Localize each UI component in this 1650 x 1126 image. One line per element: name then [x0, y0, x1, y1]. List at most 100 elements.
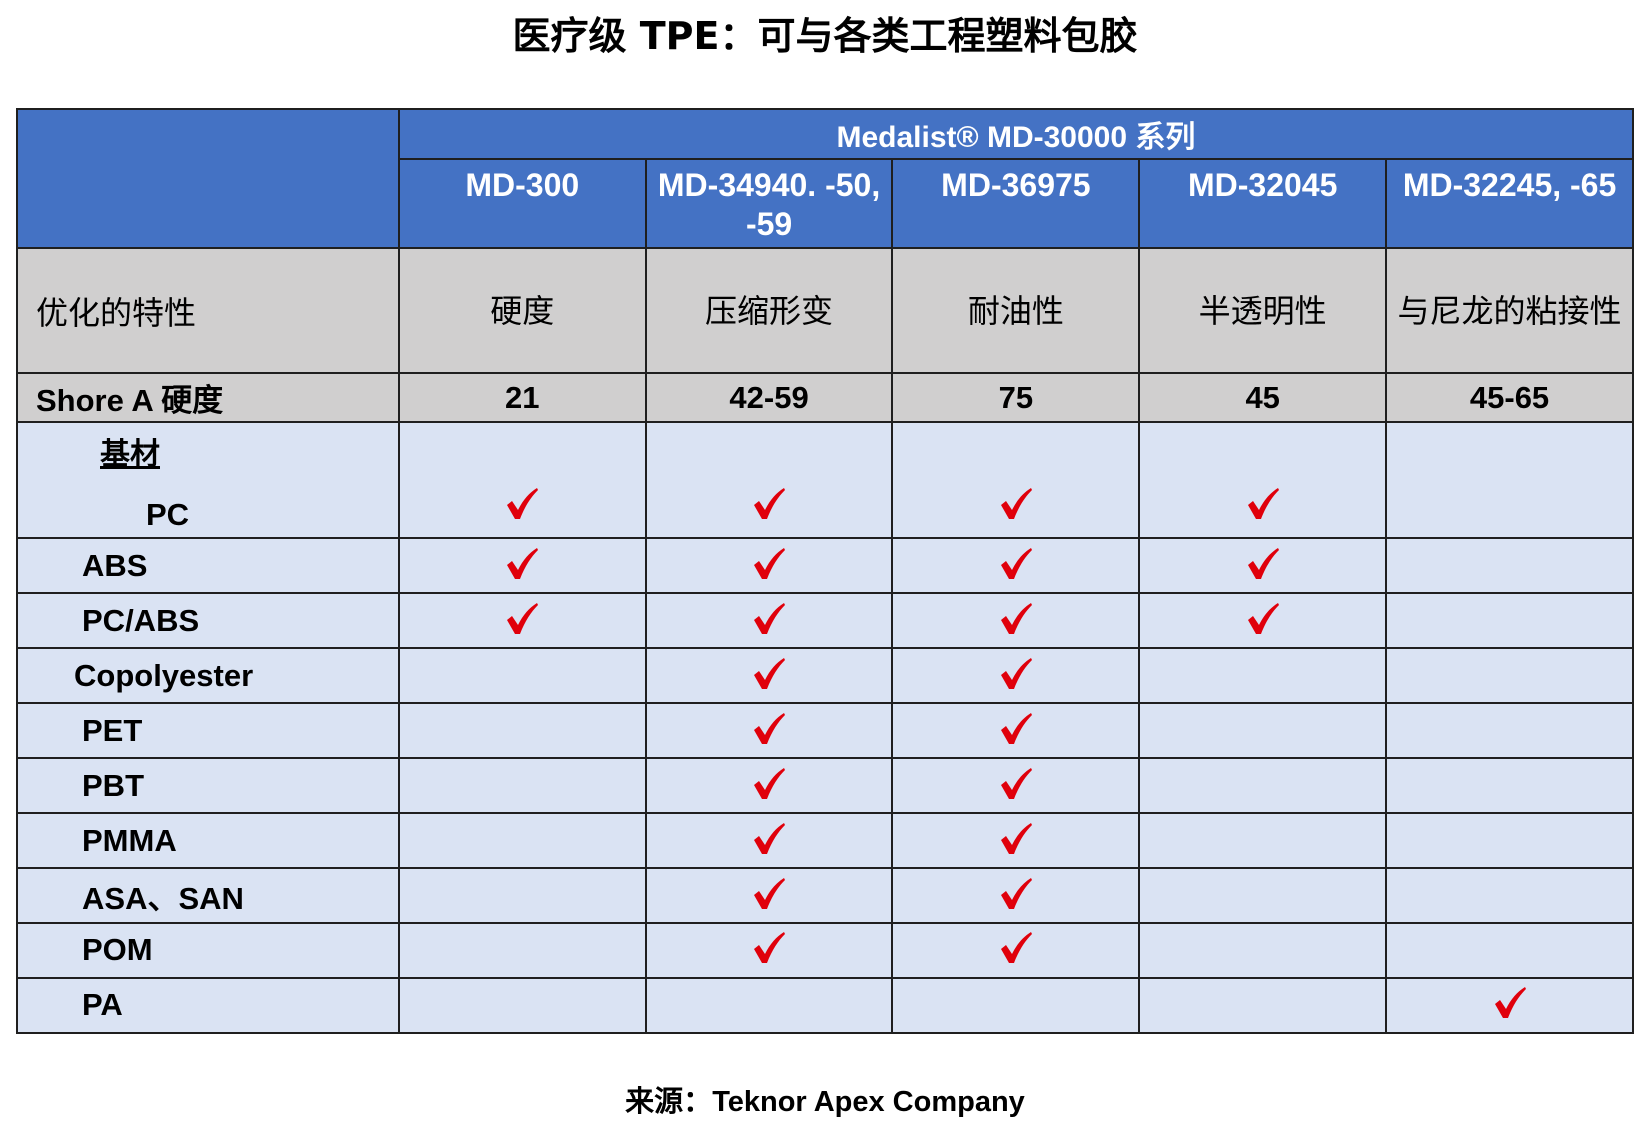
compatibility-cell — [891, 702, 1141, 760]
substrate-name: PBT — [82, 767, 144, 803]
substrate-row: PET — [16, 702, 1634, 760]
compatibility-cell — [644, 421, 894, 540]
substrate-label: PET — [16, 702, 400, 760]
property-cell: 耐油性 — [891, 246, 1141, 375]
substrate-label: PMMA — [16, 812, 400, 870]
checkmark-icon — [1247, 488, 1279, 520]
checkmark-icon — [1000, 767, 1032, 799]
compatibility-cell — [644, 592, 894, 650]
checkmark-icon — [1247, 602, 1279, 634]
substrate-name: PC/ABS — [82, 602, 200, 638]
compatibility-cell — [1385, 647, 1634, 705]
checkmark-icon — [754, 547, 786, 579]
product-header: MD-32045 — [1138, 157, 1388, 249]
compatibility-cell — [1138, 421, 1388, 540]
substrate-row: PBT — [16, 757, 1634, 815]
substrate-name: PA — [82, 987, 123, 1023]
property-cell: 与尼龙的粘接性 — [1385, 246, 1634, 375]
substrate-name: PET — [82, 712, 143, 748]
compatibility-cell — [1138, 976, 1388, 1035]
compatibility-cell — [1138, 592, 1388, 650]
tpe-compatibility-table: Medalist® MD-30000 系列 MD-300 MD-34940. -… — [16, 108, 1635, 1035]
substrate-row: ABS — [16, 537, 1634, 595]
product-header: MD-34940. -50, -59 — [644, 157, 894, 249]
substrate-label: POM — [16, 921, 400, 979]
compatibility-cell — [1138, 537, 1388, 595]
checkmark-icon — [754, 932, 786, 964]
substrate-label: PBT — [16, 757, 400, 815]
series-header: Medalist® MD-30000 系列 — [397, 108, 1635, 160]
substrate-row: PC/ABS — [16, 592, 1634, 650]
checkmark-icon — [754, 712, 786, 744]
hardness-row-label: Shore A 硬度 — [16, 372, 400, 424]
substrate-name: Copolyester — [74, 657, 254, 693]
compatibility-cell — [644, 757, 894, 815]
property-row-label: 优化的特性 — [16, 246, 400, 375]
checkmark-icon — [754, 877, 786, 909]
substrate-name: ASA、SAN — [82, 881, 244, 916]
hardness-cell: 45-65 — [1385, 372, 1634, 424]
substrate-name: PC — [146, 497, 190, 533]
compatibility-cell — [891, 976, 1141, 1035]
compatibility-cell — [891, 812, 1141, 870]
checkmark-icon — [1000, 602, 1032, 634]
compatibility-cell — [1138, 921, 1388, 979]
compatibility-cell — [891, 421, 1141, 540]
page-title: 医疗级 TPE：可与各类工程塑料包胶 — [512, 14, 1138, 58]
property-cell: 硬度 — [397, 246, 647, 375]
compatibility-cell — [1385, 921, 1634, 979]
compatibility-cell — [891, 537, 1141, 595]
checkmark-icon — [1000, 932, 1032, 964]
compatibility-cell — [644, 647, 894, 705]
compatibility-cell — [891, 921, 1141, 979]
checkmark-icon — [1000, 877, 1032, 909]
compatibility-cell — [397, 757, 647, 815]
compatibility-cell — [644, 921, 894, 979]
compatibility-cell — [397, 421, 647, 540]
checkmark-icon — [754, 488, 786, 520]
checkmark-icon — [1247, 547, 1279, 579]
compatibility-cell — [891, 757, 1141, 815]
checkmark-icon — [507, 547, 539, 579]
checkmark-icon — [507, 602, 539, 634]
compatibility-cell — [1385, 421, 1634, 540]
compatibility-cell — [397, 921, 647, 979]
checkmark-icon — [507, 488, 539, 520]
compatibility-cell — [1138, 647, 1388, 705]
checkmark-icon — [754, 602, 786, 634]
compatibility-cell — [1385, 702, 1634, 760]
hardness-cell: 45 — [1138, 372, 1388, 424]
compatibility-cell — [644, 812, 894, 870]
compatibility-cell — [1138, 867, 1388, 924]
substrate-row: POM — [16, 921, 1634, 979]
compatibility-cell — [1385, 757, 1634, 815]
compatibility-cell — [397, 537, 647, 595]
substrate-label: Copolyester — [16, 647, 400, 705]
compatibility-cell — [1138, 757, 1388, 815]
compatibility-cell — [644, 976, 894, 1035]
substrate-label: ASA、SAN — [16, 867, 400, 924]
compatibility-cell — [644, 537, 894, 595]
substrate-label: 基材 PC — [16, 421, 400, 540]
substrate-row: 基材 PC — [16, 421, 1634, 540]
compatibility-cell — [1385, 812, 1634, 870]
substrate-label: PC/ABS — [16, 592, 400, 650]
checkmark-icon — [1000, 712, 1032, 744]
substrate-name: POM — [82, 932, 153, 968]
corner-cell — [16, 108, 400, 249]
compatibility-cell — [1385, 867, 1634, 924]
checkmark-icon — [1000, 488, 1032, 520]
substrate-rows: 基材 PC ABS PC/ABS Copolyester PET PBT PMMA ASA、SA… — [16, 421, 1634, 1035]
compatibility-cell — [1385, 537, 1634, 595]
hardness-cell: 75 — [891, 372, 1141, 424]
source-label: 来源： — [625, 1084, 713, 1118]
substrate-name: ABS — [82, 547, 148, 583]
product-header: MD-32245, -65 — [1385, 157, 1634, 249]
compatibility-cell — [1385, 976, 1634, 1035]
compatibility-cell — [1138, 702, 1388, 760]
compatibility-cell — [397, 867, 647, 924]
compatibility-cell — [644, 867, 894, 924]
checkmark-icon — [1494, 987, 1526, 1019]
compatibility-cell — [397, 976, 647, 1035]
hardness-cell: 21 — [397, 372, 647, 424]
